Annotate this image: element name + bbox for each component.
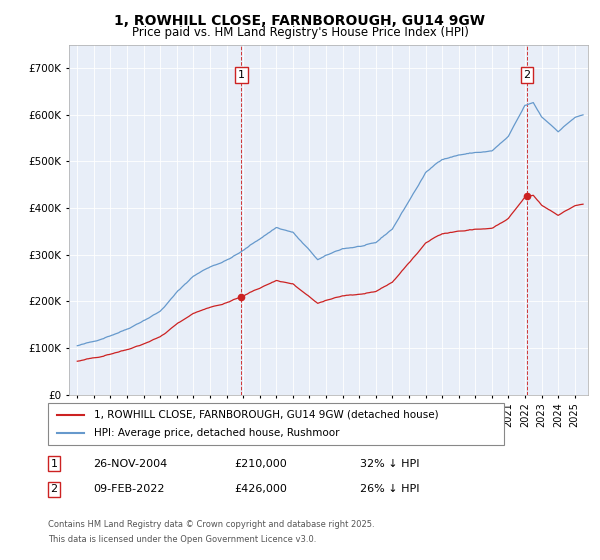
Text: Price paid vs. HM Land Registry's House Price Index (HPI): Price paid vs. HM Land Registry's House …	[131, 26, 469, 39]
Text: 2: 2	[523, 70, 530, 80]
Text: 1: 1	[238, 70, 245, 80]
Text: £210,000: £210,000	[234, 459, 287, 469]
Text: 1, ROWHILL CLOSE, FARNBOROUGH, GU14 9GW (detached house): 1, ROWHILL CLOSE, FARNBOROUGH, GU14 9GW …	[94, 410, 438, 420]
Text: 09-FEB-2022: 09-FEB-2022	[93, 484, 164, 494]
Text: HPI: Average price, detached house, Rushmoor: HPI: Average price, detached house, Rush…	[94, 428, 339, 438]
Text: 26% ↓ HPI: 26% ↓ HPI	[360, 484, 419, 494]
FancyBboxPatch shape	[48, 403, 504, 445]
Text: 26-NOV-2004: 26-NOV-2004	[93, 459, 167, 469]
Text: Contains HM Land Registry data © Crown copyright and database right 2025.: Contains HM Land Registry data © Crown c…	[48, 520, 374, 529]
Text: 1, ROWHILL CLOSE, FARNBOROUGH, GU14 9GW: 1, ROWHILL CLOSE, FARNBOROUGH, GU14 9GW	[115, 14, 485, 28]
Text: 2: 2	[50, 484, 58, 494]
Text: £426,000: £426,000	[234, 484, 287, 494]
Text: 1: 1	[50, 459, 58, 469]
Text: 32% ↓ HPI: 32% ↓ HPI	[360, 459, 419, 469]
Text: This data is licensed under the Open Government Licence v3.0.: This data is licensed under the Open Gov…	[48, 535, 316, 544]
